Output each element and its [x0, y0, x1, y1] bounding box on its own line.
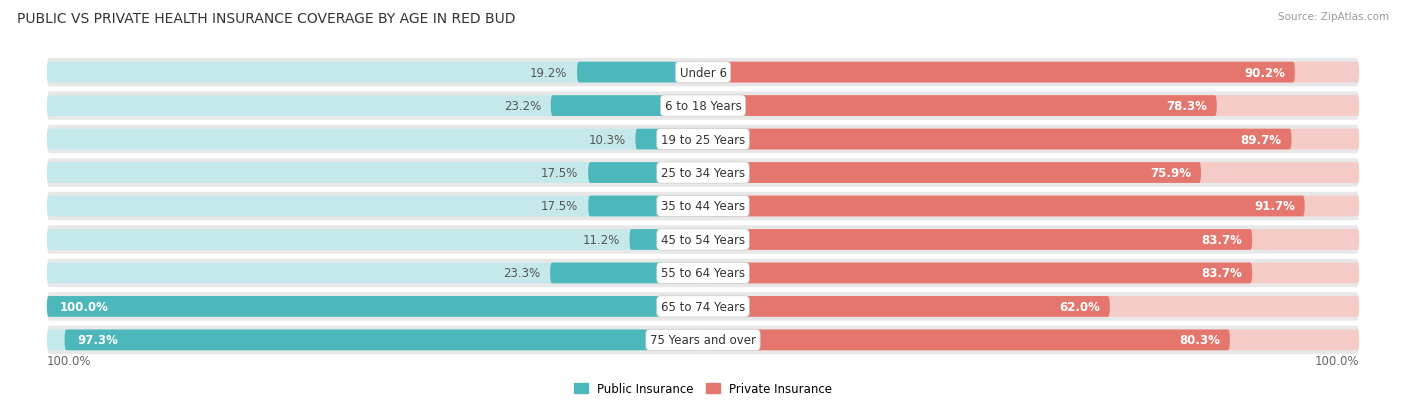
FancyBboxPatch shape [46, 296, 703, 317]
Legend: Public Insurance, Private Insurance: Public Insurance, Private Insurance [574, 382, 832, 395]
Text: 80.3%: 80.3% [1180, 334, 1220, 347]
FancyBboxPatch shape [703, 230, 1360, 250]
FancyBboxPatch shape [46, 129, 703, 150]
FancyBboxPatch shape [703, 196, 1360, 217]
Text: 19.2%: 19.2% [530, 66, 567, 79]
Text: 100.0%: 100.0% [46, 354, 91, 367]
FancyBboxPatch shape [703, 129, 1292, 150]
FancyBboxPatch shape [65, 330, 703, 350]
FancyBboxPatch shape [703, 330, 1230, 350]
Text: 35 to 44 Years: 35 to 44 Years [661, 200, 745, 213]
FancyBboxPatch shape [703, 230, 1253, 250]
FancyBboxPatch shape [703, 63, 1360, 83]
FancyBboxPatch shape [551, 96, 703, 117]
FancyBboxPatch shape [46, 296, 703, 317]
FancyBboxPatch shape [46, 192, 1360, 221]
FancyBboxPatch shape [703, 96, 1216, 117]
FancyBboxPatch shape [703, 263, 1253, 284]
Text: 11.2%: 11.2% [582, 233, 620, 247]
Text: 90.2%: 90.2% [1244, 66, 1285, 79]
FancyBboxPatch shape [550, 263, 703, 284]
FancyBboxPatch shape [703, 129, 1360, 150]
FancyBboxPatch shape [46, 196, 703, 217]
Text: Source: ZipAtlas.com: Source: ZipAtlas.com [1278, 12, 1389, 22]
Text: 17.5%: 17.5% [541, 166, 578, 180]
Text: 19 to 25 Years: 19 to 25 Years [661, 133, 745, 146]
Text: 97.3%: 97.3% [77, 334, 118, 347]
FancyBboxPatch shape [588, 163, 703, 183]
FancyBboxPatch shape [636, 129, 703, 150]
Text: 78.3%: 78.3% [1166, 100, 1206, 113]
FancyBboxPatch shape [46, 59, 1360, 87]
Text: 83.7%: 83.7% [1202, 267, 1243, 280]
FancyBboxPatch shape [46, 330, 703, 350]
Text: 45 to 54 Years: 45 to 54 Years [661, 233, 745, 247]
FancyBboxPatch shape [703, 296, 1109, 317]
Text: 75 Years and over: 75 Years and over [650, 334, 756, 347]
FancyBboxPatch shape [588, 196, 703, 217]
FancyBboxPatch shape [576, 63, 703, 83]
Text: 83.7%: 83.7% [1202, 233, 1243, 247]
Text: 23.2%: 23.2% [503, 100, 541, 113]
Text: 100.0%: 100.0% [60, 300, 108, 313]
FancyBboxPatch shape [46, 159, 1360, 188]
FancyBboxPatch shape [46, 96, 703, 117]
FancyBboxPatch shape [46, 163, 703, 183]
Text: PUBLIC VS PRIVATE HEALTH INSURANCE COVERAGE BY AGE IN RED BUD: PUBLIC VS PRIVATE HEALTH INSURANCE COVER… [17, 12, 516, 26]
FancyBboxPatch shape [46, 292, 1360, 321]
Text: 6 to 18 Years: 6 to 18 Years [665, 100, 741, 113]
Text: 65 to 74 Years: 65 to 74 Years [661, 300, 745, 313]
Text: 23.3%: 23.3% [503, 267, 540, 280]
Text: 62.0%: 62.0% [1059, 300, 1099, 313]
Text: 10.3%: 10.3% [589, 133, 626, 146]
FancyBboxPatch shape [46, 263, 703, 284]
Text: 100.0%: 100.0% [1315, 354, 1360, 367]
FancyBboxPatch shape [703, 196, 1305, 217]
FancyBboxPatch shape [703, 96, 1360, 117]
FancyBboxPatch shape [46, 126, 1360, 154]
FancyBboxPatch shape [703, 163, 1201, 183]
FancyBboxPatch shape [703, 63, 1295, 83]
Text: Under 6: Under 6 [679, 66, 727, 79]
FancyBboxPatch shape [630, 230, 703, 250]
FancyBboxPatch shape [46, 230, 703, 250]
FancyBboxPatch shape [703, 163, 1360, 183]
FancyBboxPatch shape [46, 225, 1360, 254]
FancyBboxPatch shape [46, 326, 1360, 354]
Text: 89.7%: 89.7% [1240, 133, 1282, 146]
Text: 91.7%: 91.7% [1254, 200, 1295, 213]
FancyBboxPatch shape [703, 330, 1360, 350]
FancyBboxPatch shape [46, 259, 1360, 287]
Text: 75.9%: 75.9% [1150, 166, 1191, 180]
FancyBboxPatch shape [46, 92, 1360, 121]
FancyBboxPatch shape [703, 263, 1360, 284]
FancyBboxPatch shape [46, 63, 703, 83]
Text: 25 to 34 Years: 25 to 34 Years [661, 166, 745, 180]
Text: 55 to 64 Years: 55 to 64 Years [661, 267, 745, 280]
Text: 17.5%: 17.5% [541, 200, 578, 213]
FancyBboxPatch shape [703, 296, 1360, 317]
